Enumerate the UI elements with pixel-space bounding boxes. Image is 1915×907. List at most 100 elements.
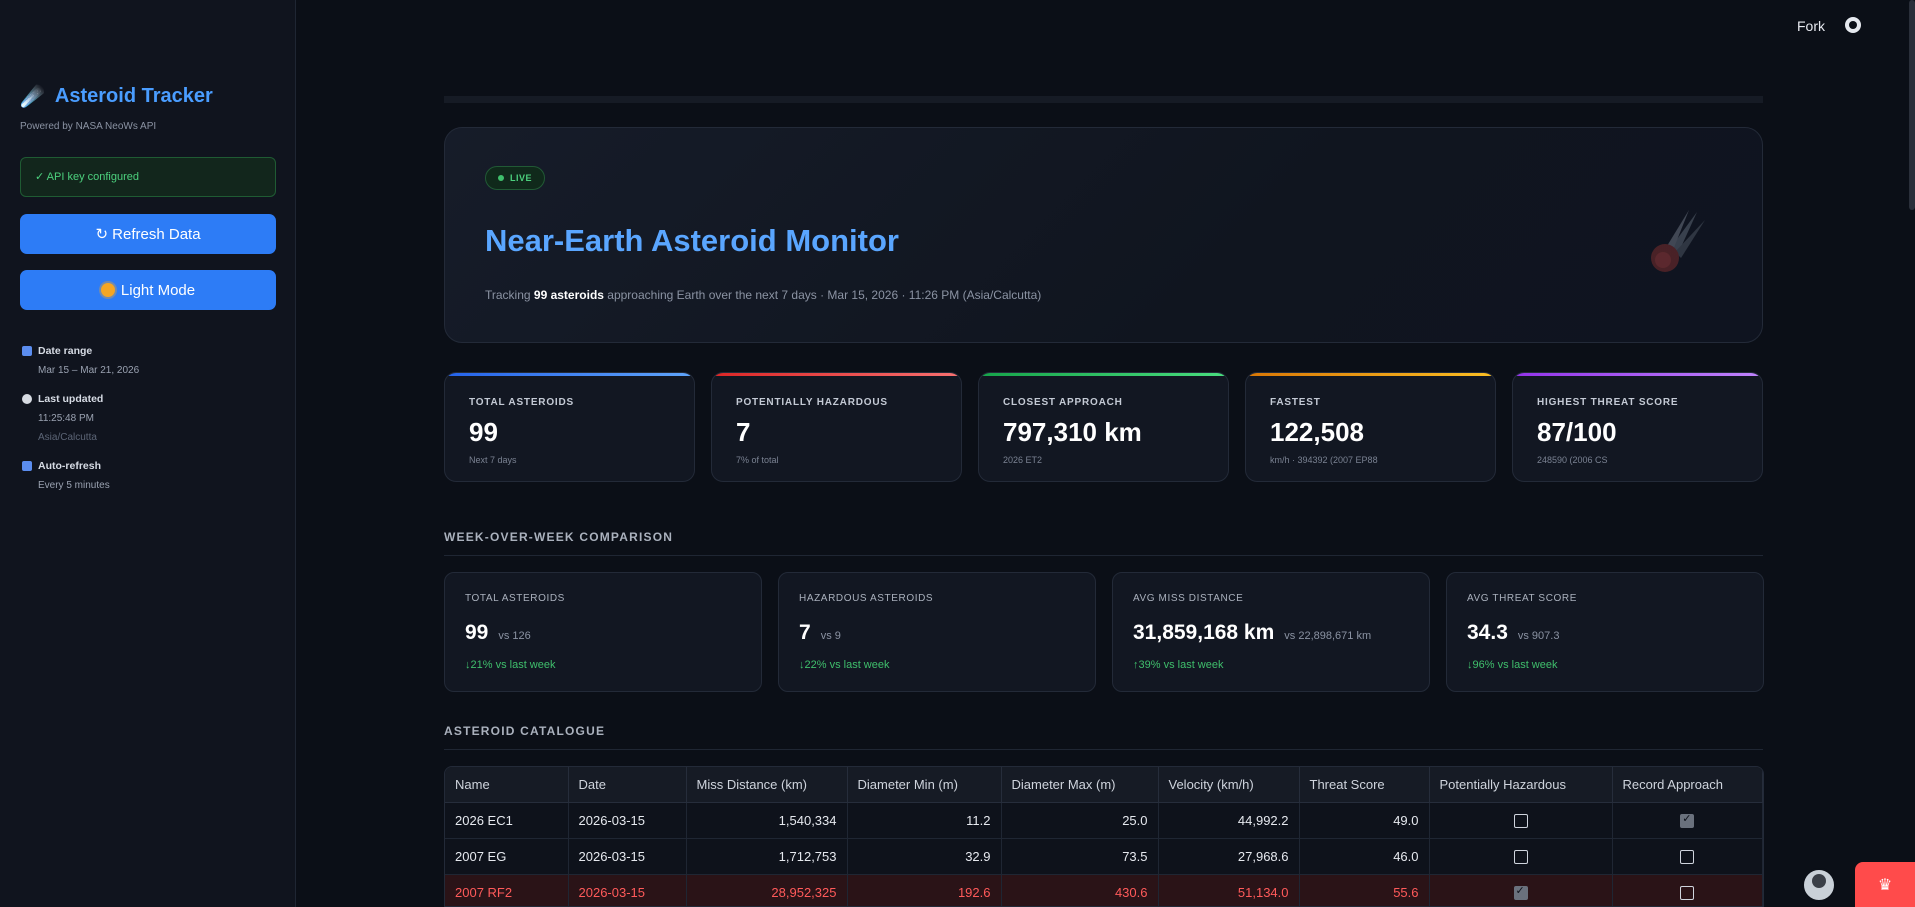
- crown-icon[interactable]: ♛: [1855, 862, 1915, 907]
- week-value-main: 7: [799, 621, 811, 644]
- auto-refresh-label: Auto-refresh: [38, 460, 102, 472]
- column-header[interactable]: Diameter Min (m): [847, 767, 1002, 803]
- record-checkbox[interactable]: [1680, 850, 1695, 865]
- record-checkbox[interactable]: [1680, 812, 1695, 829]
- stat-label: TOTAL ASTEROIDS: [469, 397, 574, 408]
- asteroid-table: Name Date Miss Distance (km) Diameter Mi…: [444, 766, 1764, 907]
- refresh-button[interactable]: ↻ Refresh Data: [20, 214, 276, 254]
- week-change: ↓21% vs last week: [465, 659, 556, 671]
- stat-card-total: TOTAL ASTEROIDS 99 Next 7 days: [444, 372, 695, 482]
- refresh-button-label: ↻ Refresh Data: [95, 226, 201, 243]
- cell-dmax: 25.0: [1001, 802, 1159, 839]
- cell-vel: 51,134.0: [1158, 874, 1300, 906]
- stat-accent-bar: [1246, 373, 1495, 376]
- stat-card-hazardous: POTENTIALLY HAZARDOUS 7 7% of total: [711, 372, 962, 482]
- scrollbar[interactable]: [1909, 0, 1915, 210]
- week-card-miss-distance: AVG MISS DISTANCE 31,859,168 km vs 22,898…: [1112, 572, 1430, 692]
- cell-record: [1612, 874, 1763, 906]
- cell-dmin: 11.2: [847, 802, 1002, 839]
- column-header[interactable]: Name: [445, 767, 569, 803]
- catalogue-section-title: ASTEROID CATALOGUE: [444, 724, 606, 738]
- table-row[interactable]: 2026 EC1 2026-03-15 1,540,334 11.2 25.0 44,99…: [445, 802, 1763, 839]
- week-value-main: 34.3: [1467, 621, 1508, 644]
- column-header[interactable]: Date: [568, 767, 687, 803]
- column-header[interactable]: Threat Score: [1299, 767, 1430, 803]
- stat-card-closest: CLOSEST APPROACH 797,310 km 2026 ET2: [978, 372, 1229, 482]
- week-value: 99 vs 126: [465, 621, 531, 645]
- light-mode-label: Light Mode: [120, 281, 196, 299]
- cell-dmin: 192.6: [847, 874, 1002, 906]
- column-header[interactable]: Potentially Hazardous: [1429, 767, 1613, 803]
- refresh-icon: [22, 461, 32, 471]
- week-label: HAZARDOUS ASTEROIDS: [799, 593, 934, 604]
- powered-by: Powered by NASA NeoWs API: [20, 121, 157, 132]
- record-checkbox[interactable]: [1680, 886, 1695, 901]
- hazard-checkbox[interactable]: [1513, 814, 1528, 829]
- cell-threat: 55.6: [1299, 874, 1430, 906]
- table-row[interactable]: 2007 RF2 2026-03-15 28,952,325 192.6 430.6 51…: [445, 874, 1763, 906]
- stat-accent-bar: [712, 373, 961, 376]
- date-range-value: Mar 15 – Mar 21, 2026: [38, 365, 140, 376]
- stat-sub: 2026 ET2: [1003, 455, 1043, 465]
- auto-refresh-value: Every 5 minutes: [38, 480, 110, 491]
- stat-sub: 248590 (2006 CS: [1537, 455, 1608, 465]
- week-value: 31,859,168 km vs 22,898,671 km: [1133, 621, 1371, 645]
- stat-value: 797,310 km: [1003, 417, 1142, 447]
- cell-dmax: 73.5: [1001, 838, 1159, 875]
- last-updated-time: 11:25:48 PM: [38, 413, 94, 424]
- stat-sub: Next 7 days: [469, 455, 517, 465]
- hazard-checkbox[interactable]: [1513, 850, 1528, 865]
- stat-value: 87/100: [1537, 417, 1617, 447]
- stat-card-threat: HIGHEST THREAT SCORE 87/100 248590 (2006…: [1512, 372, 1763, 482]
- week-vs: vs 907.3: [1517, 630, 1560, 642]
- cell-record: [1612, 802, 1763, 839]
- live-dot-icon: [498, 175, 504, 181]
- column-header[interactable]: Velocity (km/h): [1158, 767, 1300, 803]
- week-label: AVG MISS DISTANCE: [1133, 593, 1244, 604]
- week-change: ↓96% vs last week: [1467, 659, 1558, 671]
- column-header[interactable]: Miss Distance (km): [686, 767, 848, 803]
- week-change: ↑39% vs last week: [1133, 659, 1224, 671]
- auto-refresh-group: Auto-refresh Every 5 minutes: [22, 460, 110, 491]
- table-row[interactable]: 2007 EG 2026-03-15 1,712,753 32.9 73.5 27,968…: [445, 838, 1763, 875]
- live-badge: LIVE: [485, 166, 546, 190]
- cell-miss: 1,540,334: [686, 802, 848, 839]
- subtitle-prefix: Tracking: [485, 288, 534, 302]
- github-icon[interactable]: [1845, 17, 1861, 33]
- clock-icon: [22, 394, 32, 404]
- stat-accent-bar: [979, 373, 1228, 376]
- week-value: 34.3 vs 907.3: [1467, 621, 1559, 645]
- stat-card-fastest: FASTEST 122,508 km/h · 394392 (2007 EP88: [1245, 372, 1496, 482]
- stat-label: HIGHEST THREAT SCORE: [1537, 397, 1679, 408]
- week-card-hazardous: HAZARDOUS ASTEROIDS 7 vs 9 ↓22% vs last w…: [778, 572, 1096, 692]
- last-updated-timezone: Asia/Calcutta: [38, 432, 97, 443]
- cell-vel: 44,992.2: [1158, 802, 1300, 839]
- week-value-main: 31,859,168 km: [1133, 621, 1275, 644]
- cell-threat: 49.0: [1299, 802, 1430, 839]
- column-header[interactable]: Record Approach: [1612, 767, 1763, 803]
- fork-link[interactable]: Fork: [1797, 18, 1825, 34]
- week-label: AVG THREAT SCORE: [1467, 593, 1577, 604]
- cell-date: 2026-03-15: [568, 802, 687, 839]
- cell-date: 2026-03-15: [568, 838, 687, 875]
- hero-subtitle: Tracking 99 asteroids approaching Earth …: [485, 288, 1041, 302]
- cell-hazard: [1429, 838, 1613, 875]
- api-status: ✓ API key configured: [20, 157, 276, 197]
- column-header[interactable]: Diameter Max (m): [1001, 767, 1159, 803]
- comet-icon: ☄️: [20, 86, 45, 108]
- week-card-threat: AVG THREAT SCORE 34.3 vs 907.3 ↓96% vs la…: [1446, 572, 1764, 692]
- stat-accent-bar: [1513, 373, 1762, 376]
- app-title: Asteroid Tracker: [54, 85, 213, 107]
- week-vs: vs 126: [498, 630, 531, 642]
- stat-label: CLOSEST APPROACH: [1003, 397, 1123, 408]
- week-section-title: WEEK-OVER-WEEK COMPARISON: [444, 530, 674, 544]
- cell-date: 2026-03-15: [568, 874, 687, 906]
- hazard-checkbox[interactable]: [1513, 884, 1528, 901]
- light-mode-button[interactable]: Light Mode: [20, 270, 276, 310]
- stat-label: POTENTIALLY HAZARDOUS: [736, 397, 888, 408]
- cell-record: [1612, 838, 1763, 875]
- live-badge-label: LIVE: [510, 173, 533, 183]
- top-divider: [444, 96, 1763, 103]
- avatar[interactable]: [1802, 868, 1836, 902]
- date-range-group: Date range Mar 15 – Mar 21, 2026: [22, 345, 139, 376]
